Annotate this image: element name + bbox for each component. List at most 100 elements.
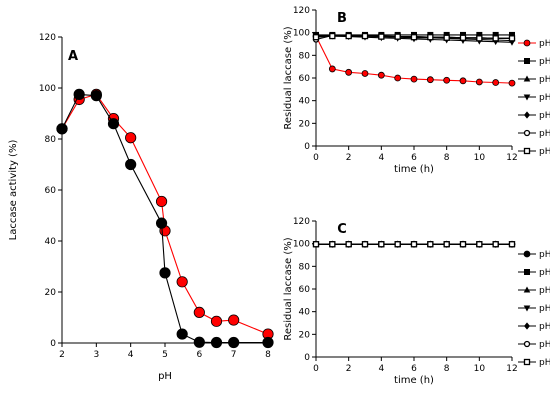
- x-tick-label: 6: [411, 364, 417, 374]
- series-ph-8: [312, 32, 516, 42]
- data-point: [56, 123, 68, 135]
- legend-label: pH 8: [539, 147, 550, 157]
- legend-item: pH 8: [518, 147, 550, 157]
- legend-item: pH 3: [518, 268, 550, 278]
- data-point: [508, 79, 516, 87]
- data-point: [361, 241, 369, 248]
- data-point: [155, 217, 168, 229]
- legend: pH 2 pH 3 pH 4 pH 5 pH 6 pH 7 pH 8: [518, 250, 550, 368]
- data-point: [345, 68, 353, 76]
- y-tick-label: 20: [299, 330, 311, 340]
- y-tick-label: 60: [299, 74, 311, 84]
- legend-marker: [523, 75, 531, 82]
- series-2: [56, 88, 274, 349]
- data-point: [329, 241, 336, 248]
- x-tick-label: 10: [474, 364, 486, 374]
- data-point: [312, 34, 320, 41]
- series-1: [56, 88, 274, 340]
- x-tick-label: 4: [128, 350, 134, 360]
- x-tick-label: 6: [411, 153, 417, 163]
- data-point: [377, 71, 385, 79]
- panel-c: 0 20 40 60 80 100 120 0 2 4 6 8 10 12 Residual laccase…: [283, 217, 550, 386]
- x-tick-label: 10: [474, 153, 486, 163]
- legend-label: pH 4: [539, 286, 550, 296]
- data-point: [476, 35, 483, 42]
- data-point: [328, 65, 336, 73]
- series-ph-2: [312, 32, 516, 87]
- x-axis-title: pH: [158, 371, 172, 382]
- data-point: [394, 241, 401, 248]
- data-point: [378, 241, 385, 248]
- legend-item: pH 3: [518, 57, 550, 67]
- x-tick-label: 2: [346, 153, 352, 163]
- data-point: [345, 32, 352, 40]
- y-tick-label: 120: [293, 217, 310, 227]
- y-tick-label: 0: [304, 142, 310, 152]
- x-axis-title: time (h): [394, 164, 434, 175]
- legend-label: pH 7: [539, 129, 550, 139]
- x-tick-label: 8: [444, 153, 450, 163]
- panel-a: 0 20 40 60 80 100 120 2 3 4 5 6 7 8 Laccase activity (…: [8, 33, 274, 382]
- y-tick-label: 80: [45, 135, 57, 145]
- legend-marker: [524, 269, 530, 275]
- y-tick-label: 80: [299, 262, 311, 272]
- legend-label: pH 6: [539, 111, 550, 121]
- x-tick-label: 12: [506, 364, 517, 374]
- data-point: [210, 315, 223, 327]
- legend-marker: [523, 94, 531, 101]
- legend-item: pH 2: [518, 250, 550, 260]
- legend-marker: [523, 129, 531, 137]
- legend-marker: [523, 305, 531, 312]
- data-point: [394, 33, 401, 40]
- data-point: [427, 241, 434, 248]
- panel-letter: A: [68, 49, 78, 64]
- y-axis-title: Residual laccase (%): [283, 26, 294, 129]
- data-point: [176, 276, 188, 288]
- legend-marker: [523, 358, 531, 366]
- data-point: [193, 306, 205, 318]
- data-point: [361, 32, 369, 40]
- x-tick-label: 12: [506, 153, 517, 163]
- y-tick-label: 20: [299, 119, 311, 129]
- data-point: [459, 241, 467, 248]
- series-line: [61, 93, 268, 344]
- data-point: [125, 158, 137, 171]
- legend-marker: [524, 111, 530, 119]
- data-point: [125, 132, 137, 144]
- y-tick-label: 60: [45, 186, 57, 196]
- data-point: [492, 79, 500, 86]
- data-point: [73, 88, 85, 100]
- y-tick-label: 40: [299, 308, 311, 318]
- y-tick-label: 100: [293, 29, 310, 39]
- x-tick-label: 8: [265, 350, 271, 360]
- data-point: [155, 195, 168, 208]
- x-axis-title: time (h): [394, 375, 434, 386]
- legend-marker: [523, 286, 531, 293]
- data-point: [426, 76, 434, 84]
- legend-label: pH 2: [539, 250, 550, 260]
- y-tick-label: 0: [50, 339, 56, 349]
- legend-item: pH 6: [518, 322, 550, 332]
- x-tick-label: 4: [378, 364, 384, 374]
- data-point: [410, 34, 418, 41]
- legend: pH 2 pH 3 pH 4 pH 5 pH 6 pH 7 pH 8: [518, 39, 550, 157]
- data-point: [107, 118, 120, 130]
- data-point: [459, 34, 467, 41]
- data-point: [329, 32, 336, 40]
- data-point: [228, 314, 240, 326]
- legend-marker: [523, 340, 531, 348]
- data-point: [394, 74, 402, 82]
- y-tick-label: 100: [39, 84, 56, 94]
- legend-label: pH 2: [539, 39, 550, 49]
- data-point: [443, 76, 451, 84]
- legend-marker: [523, 147, 531, 155]
- legend-label: pH 6: [539, 322, 550, 332]
- x-tick-label: 2: [346, 364, 352, 374]
- legend-item: pH 5: [518, 93, 550, 103]
- legend-label: pH 4: [539, 75, 550, 85]
- legend-label: pH 5: [539, 93, 550, 103]
- data-point: [159, 267, 171, 279]
- panel-b: 0 20 40 60 80 100 120 0 2 4 6 8 10 12 Residual laccase…: [283, 6, 550, 175]
- y-tick-label: 0: [304, 353, 310, 363]
- legend-item: pH 8: [518, 358, 550, 368]
